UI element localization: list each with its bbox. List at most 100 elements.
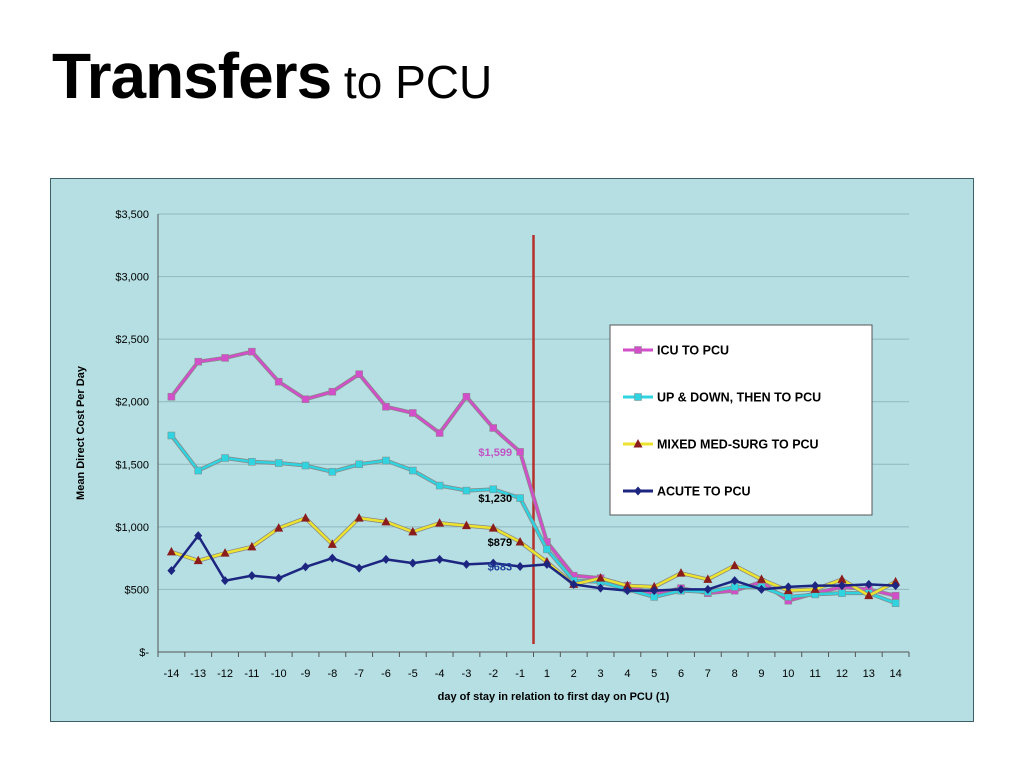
series-icu-to-pcu-point: [516, 448, 524, 456]
x-axis-title: day of stay in relation to first day on …: [438, 691, 670, 703]
x-tick-label: -4: [435, 668, 445, 680]
x-tick-label: 10: [782, 668, 794, 680]
series-acute-to-pcu-point: [542, 559, 551, 569]
series-mixed-med-surg-to-pcu-point: [488, 523, 498, 532]
x-tick-label: -9: [301, 668, 311, 680]
line-chart: $- $500 $1,000 $1,500 $2,000 $2,500 $3,000 $3,5…: [75, 209, 910, 703]
x-tick-label: -5: [408, 668, 418, 680]
series-acute-to-pcu-point: [355, 563, 364, 573]
series-up-down-then-to-pcu-point: [328, 468, 337, 476]
series-mixed-med-surg-to-pcu-point: [622, 580, 632, 590]
series-mixed-med-surg-to-pcu-point: [756, 574, 766, 583]
series-up-down-then-to-pcu-point: [543, 545, 551, 554]
value-callout: $1,599: [478, 447, 512, 459]
x-tick-label: 4: [624, 668, 630, 680]
series-mixed-med-surg-to-pcu-point: [676, 568, 686, 577]
series-mixed-med-surg-to-pcu-point: [596, 573, 606, 582]
series-acute-to-pcu-point: [489, 558, 498, 568]
series-icu-to-pcu-point: [221, 354, 229, 362]
series-acute-to-pcu-point: [757, 584, 766, 594]
series-up-down-then-to-pcu-point: [301, 461, 310, 470]
series-acute-to-pcu-point: [301, 562, 310, 572]
legend-up-down-then-to-pcu-swatch-marker: [634, 393, 642, 401]
series-acute-to-pcu-line: [170, 534, 896, 592]
series-icu-to-pcu-point: [167, 392, 176, 401]
series-icu-to-pcu-point: [462, 392, 471, 401]
y-axis-title: Mean Direct Cost Per Day: [75, 365, 87, 500]
series-icu-to-pcu-point: [355, 370, 363, 378]
legend-icu-to-pcu-label: ICU TO PCU: [657, 344, 729, 358]
series-mixed-med-surg-to-pcu-point: [193, 555, 203, 565]
series-layer: [166, 347, 901, 607]
series-up-down-then-to-pcu-point: [248, 458, 256, 466]
series-up-down-then-to-pcu-point: [167, 431, 176, 440]
x-tick-label: -1: [515, 668, 525, 680]
x-tick-label: 5: [651, 668, 657, 680]
series-up-down-then-to-pcu-point: [194, 466, 202, 475]
series-acute-to-pcu-point: [247, 571, 256, 581]
slide-title: Transfers to PCU: [52, 44, 492, 108]
series-acute-to-pcu-point: [381, 554, 390, 564]
legend-box: [609, 324, 873, 516]
series-acute-to-pcu-point: [677, 584, 686, 594]
series-up-down-then-to-pcu-point: [409, 466, 417, 475]
series-acute-to-pcu-point: [703, 584, 712, 594]
x-tick-label: 7: [705, 668, 711, 680]
series-acute-to-pcu-point: [516, 562, 525, 572]
series-mixed-med-surg-to-pcu-point: [837, 574, 847, 583]
x-tick-label: -10: [271, 668, 287, 680]
series-acute-to-pcu-point: [408, 558, 417, 568]
series-mixed-med-surg-to-pcu-point: [891, 576, 901, 586]
y-tick-label: $500: [125, 584, 149, 596]
series-up-down-then-to-pcu-point: [382, 456, 390, 465]
series-mixed-med-surg-to-pcu-point: [247, 541, 257, 551]
series-icu-to-pcu-point: [328, 387, 337, 396]
axes: $- $500 $1,000 $1,500 $2,000 $2,500 $3,000 $3,5…: [115, 209, 910, 680]
x-tick-label: -8: [327, 668, 337, 680]
series-mixed-med-surg-to-pcu-point: [220, 548, 230, 557]
series-up-down-then-to-pcu-point: [838, 589, 846, 597]
x-tick-label: 6: [678, 668, 684, 680]
series-icu-to-pcu-point: [382, 402, 390, 411]
series-up-down-then-to-pcu-point: [274, 459, 283, 467]
series-acute-to-pcu-point: [328, 553, 337, 563]
series-icu-to-pcu-point: [274, 377, 283, 386]
series-mixed-med-surg-to-pcu-line: [171, 516, 897, 597]
series-icu-to-pcu-point: [489, 424, 498, 432]
y-tick-label: $3,500: [115, 209, 149, 221]
legend-acute-to-pcu-swatch-marker: [634, 486, 642, 496]
x-tick-label: -14: [163, 668, 179, 680]
series-up-down-then-to-pcu-point: [435, 481, 444, 490]
y-tick-label: $1,500: [115, 459, 149, 471]
series-acute-to-pcu-point: [194, 531, 203, 541]
series-acute-to-pcu-point: [784, 582, 793, 592]
series-acute-to-pcu-point: [569, 579, 578, 589]
series-acute-to-pcu-point: [650, 586, 659, 596]
x-tick-label: -6: [381, 668, 391, 680]
series-mixed-med-surg-to-pcu-point: [703, 574, 713, 583]
legend-up-down-then-to-pcu-label: UP & DOWN, THEN TO PCU: [657, 391, 821, 405]
value-callout: $879: [488, 537, 512, 549]
legend-mixed-med-surg-to-pcu-swatch-marker: [633, 439, 643, 448]
legend-acute-to-pcu-label: ACUTE TO PCU: [657, 485, 751, 499]
series-up-down-then-to-pcu-point: [784, 593, 793, 601]
y-tick-label: $2,500: [115, 334, 149, 346]
slide-title-bold: Transfers: [52, 40, 332, 112]
x-tick-label: 3: [597, 668, 603, 680]
x-tick-label: 9: [758, 668, 764, 680]
x-tick-label: 13: [863, 668, 875, 680]
series-mixed-med-surg-to-pcu-point: [301, 513, 311, 522]
x-tick-label: -11: [244, 668, 259, 680]
y-tick-label: $3,000: [115, 272, 149, 284]
series-acute-to-pcu-point: [462, 559, 471, 569]
series-icu-to-pcu-point: [435, 429, 444, 437]
series-mixed-med-surg-to-pcu-point: [649, 581, 659, 591]
legend: ICU TO PCU UP & DOWN, THEN TO PCU MIXED ME…: [609, 324, 873, 516]
series-acute-to-pcu-point: [274, 573, 283, 583]
series-acute-to-pcu-point: [891, 581, 900, 591]
series-up-down-then-to-pcu-point: [489, 485, 498, 494]
series-up-down-then-to-pcu-point: [221, 454, 229, 462]
series-icu-to-pcu-point: [409, 409, 417, 417]
series-acute-to-pcu-point: [435, 554, 444, 564]
y-tick-label: $1,000: [115, 522, 149, 534]
